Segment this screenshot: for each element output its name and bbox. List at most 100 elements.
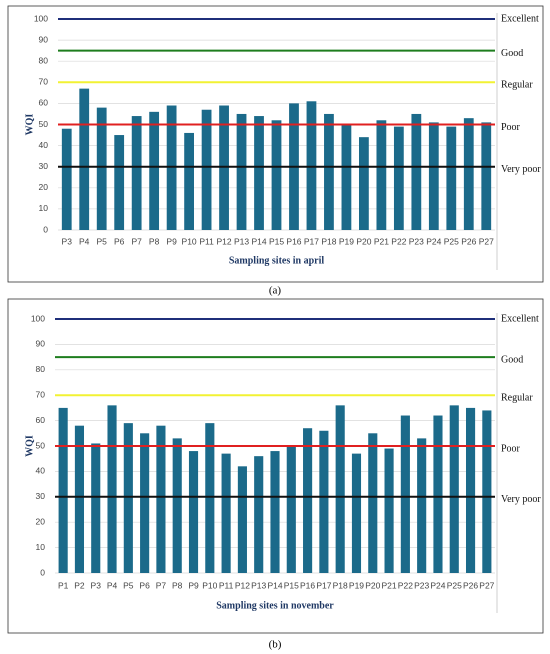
bar	[400, 415, 410, 573]
bar	[271, 120, 282, 230]
bar	[351, 453, 362, 573]
bar	[449, 405, 459, 573]
x-tick-label: P5	[96, 236, 107, 246]
x-tick-label: P26	[461, 236, 476, 246]
bar	[368, 433, 378, 573]
y-tick-label: 100	[31, 313, 45, 323]
y-tick-label: 50	[39, 119, 49, 129]
x-tick-label: P27	[479, 236, 494, 246]
reference-label: Excellent	[501, 313, 539, 324]
bar	[184, 132, 194, 230]
x-tick-label: P16	[300, 580, 315, 590]
bar	[149, 111, 160, 230]
y-tick-label: 90	[39, 34, 49, 44]
panel-frame	[7, 298, 544, 634]
x-tick-label: P18	[333, 580, 348, 590]
bar	[319, 430, 329, 573]
x-tick-label: P11	[219, 580, 234, 590]
x-tick-label: P22	[391, 236, 406, 246]
bar	[428, 122, 439, 230]
x-tick-label: P19	[349, 580, 364, 590]
bar	[393, 126, 404, 230]
x-tick-label: P19	[339, 236, 354, 246]
panel-frame	[7, 5, 544, 283]
bar	[433, 415, 443, 573]
bar	[219, 105, 229, 230]
bar	[254, 456, 264, 573]
bar	[172, 438, 182, 573]
bar	[131, 116, 142, 230]
y-tick-label: 90	[36, 339, 46, 349]
y-tick-label: 10	[36, 542, 46, 552]
x-tick-label: P24	[430, 580, 445, 590]
reference-label: Regular	[501, 392, 533, 403]
y-tick-label: 60	[39, 98, 49, 108]
y-axis-title: WQI	[24, 435, 35, 457]
y-tick-label: 0	[43, 224, 48, 234]
x-tick-label: P3	[91, 580, 102, 590]
bar	[237, 466, 247, 573]
bar	[384, 448, 394, 573]
caption: (b)	[269, 639, 282, 651]
x-tick-label: P23	[414, 580, 429, 590]
x-tick-label: P11	[199, 236, 214, 246]
bar	[156, 425, 166, 573]
x-tick-label: P10	[182, 236, 197, 246]
bar	[201, 109, 212, 230]
x-tick-label: P2	[74, 580, 85, 590]
bar	[188, 451, 199, 573]
y-tick-label: 70	[39, 77, 49, 87]
x-tick-label: P13	[234, 236, 249, 246]
reference-label: Excellent	[501, 13, 539, 24]
x-axis-title: Sampling sites in november	[216, 600, 334, 611]
x-tick-label: P1	[58, 580, 69, 590]
reference-label: Very poor	[501, 494, 541, 505]
y-tick-label: 60	[36, 415, 46, 425]
y-tick-label: 30	[39, 161, 49, 171]
bar	[359, 137, 369, 230]
x-tick-label: P3	[62, 236, 73, 246]
x-tick-label: P16	[286, 236, 301, 246]
bar	[417, 438, 427, 573]
x-tick-label: P10	[202, 580, 217, 590]
x-tick-label: P26	[463, 580, 478, 590]
bar	[335, 405, 345, 573]
x-tick-label: P14	[267, 580, 282, 590]
x-tick-label: P15	[269, 236, 284, 246]
x-tick-label: P20	[365, 580, 380, 590]
bar	[411, 113, 422, 230]
x-tick-label: P24	[426, 236, 441, 246]
bar	[306, 101, 317, 230]
bar	[74, 425, 85, 573]
bar	[236, 113, 247, 230]
x-tick-label: P23	[409, 236, 424, 246]
reference-label: Poor	[501, 122, 521, 133]
bar	[96, 107, 107, 230]
x-tick-label: P27	[479, 580, 494, 590]
x-tick-label: P7	[131, 236, 142, 246]
x-tick-label: P20	[356, 236, 371, 246]
y-tick-label: 50	[36, 440, 46, 450]
bar	[286, 446, 296, 573]
bar	[140, 433, 150, 573]
x-tick-label: P9	[166, 236, 177, 246]
x-tick-label: P8	[172, 580, 183, 590]
x-tick-label: P7	[156, 580, 167, 590]
x-tick-label: P14	[251, 236, 266, 246]
reference-label: Good	[501, 48, 523, 59]
bar	[61, 128, 72, 230]
bar	[324, 113, 334, 230]
bar	[254, 116, 264, 230]
bar	[341, 124, 352, 230]
bar	[221, 453, 231, 573]
x-tick-label: P4	[107, 580, 118, 590]
x-tick-label: P6	[139, 580, 150, 590]
bar	[205, 423, 215, 573]
bar	[79, 88, 90, 230]
bar	[166, 105, 177, 230]
x-tick-label: P5	[123, 580, 134, 590]
bar	[303, 428, 313, 573]
x-tick-label: P17	[316, 580, 331, 590]
x-tick-label: P17	[304, 236, 319, 246]
